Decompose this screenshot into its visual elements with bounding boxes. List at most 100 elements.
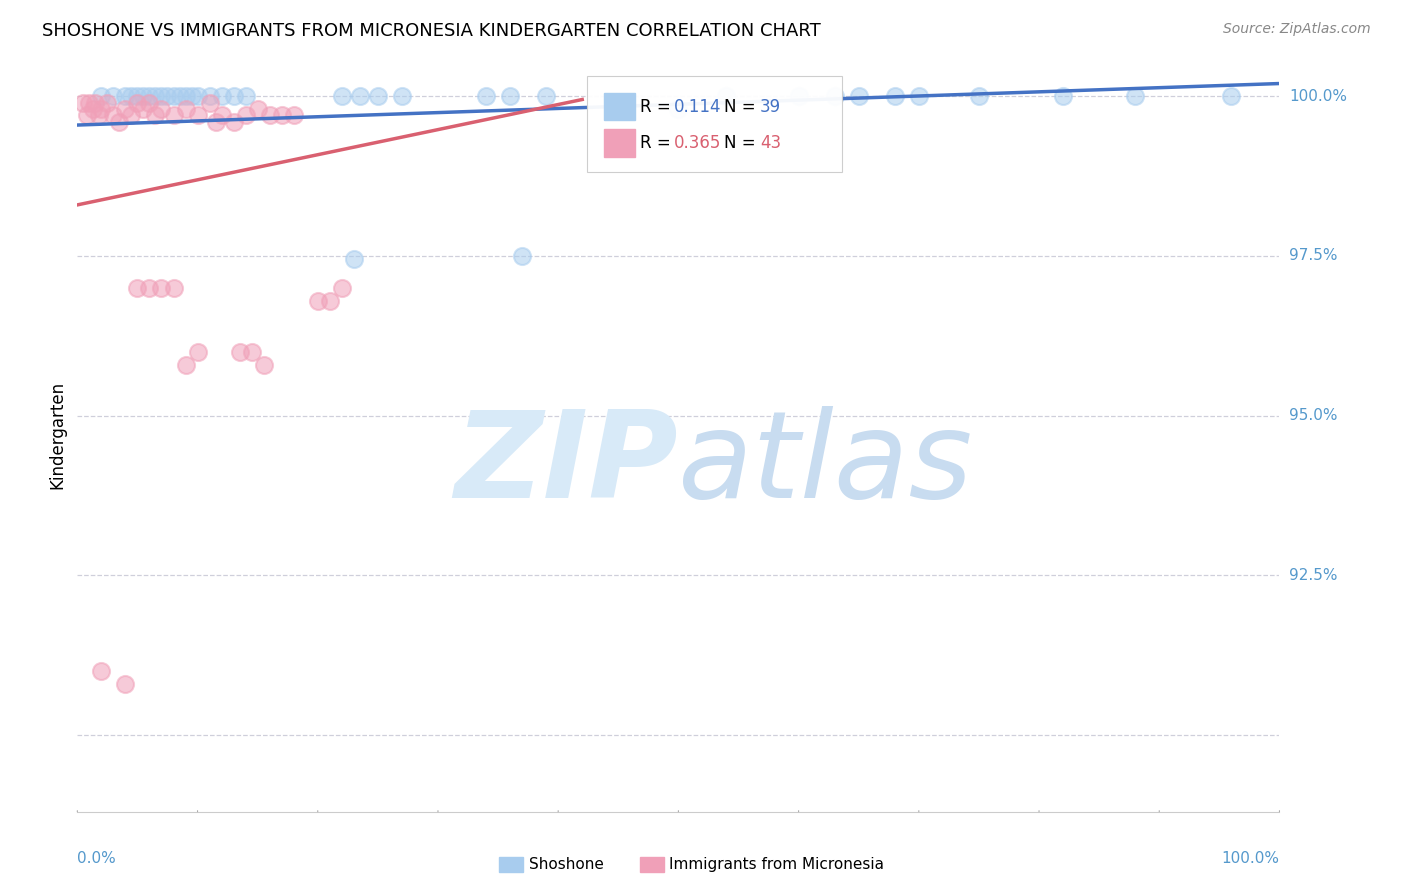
Point xyxy=(79,95,101,110)
Point xyxy=(253,358,276,372)
Point xyxy=(848,89,870,103)
Point xyxy=(103,108,125,122)
Text: 92.5%: 92.5% xyxy=(1289,568,1337,582)
Point xyxy=(475,89,498,103)
Point xyxy=(240,344,263,359)
Point xyxy=(499,89,522,103)
Point xyxy=(186,344,209,359)
Text: 97.5%: 97.5% xyxy=(1289,249,1337,263)
Point xyxy=(1220,89,1243,103)
Point xyxy=(174,102,197,116)
Point xyxy=(162,281,184,295)
Point xyxy=(138,281,160,295)
Point xyxy=(824,89,846,103)
Point xyxy=(120,89,142,103)
Point xyxy=(174,89,197,103)
Point xyxy=(307,293,329,308)
Text: 0.365: 0.365 xyxy=(673,134,721,152)
Point xyxy=(174,358,197,372)
Text: 39: 39 xyxy=(761,97,782,116)
Text: R =: R = xyxy=(640,97,676,116)
Text: Immigrants from Micronesia: Immigrants from Micronesia xyxy=(669,857,884,871)
Point xyxy=(90,102,112,116)
Point xyxy=(162,108,184,122)
Point xyxy=(211,108,233,122)
Point xyxy=(82,102,104,116)
Point xyxy=(349,89,371,103)
Point xyxy=(156,89,179,103)
Point xyxy=(132,89,155,103)
Point xyxy=(127,89,149,103)
Point xyxy=(716,89,738,103)
Point xyxy=(150,102,173,116)
Point xyxy=(235,89,257,103)
Point xyxy=(391,89,413,103)
Point xyxy=(150,281,173,295)
Point xyxy=(883,89,905,103)
Point xyxy=(222,115,245,129)
Point xyxy=(108,115,131,129)
Text: atlas: atlas xyxy=(679,407,974,524)
Point xyxy=(367,89,389,103)
Point xyxy=(76,108,98,122)
Point xyxy=(211,89,233,103)
Point xyxy=(150,89,173,103)
Text: R =: R = xyxy=(640,134,676,152)
Text: 43: 43 xyxy=(761,134,782,152)
Text: 95.0%: 95.0% xyxy=(1289,409,1337,423)
Text: 100.0%: 100.0% xyxy=(1222,851,1279,865)
Point xyxy=(235,108,257,122)
Point xyxy=(72,95,94,110)
Text: 100.0%: 100.0% xyxy=(1289,89,1347,103)
Text: ZIP: ZIP xyxy=(454,407,679,524)
Point xyxy=(319,293,342,308)
Point xyxy=(510,249,533,263)
Point xyxy=(180,89,202,103)
Point xyxy=(186,108,209,122)
Point xyxy=(186,89,209,103)
Point xyxy=(204,115,226,129)
Point xyxy=(343,252,366,267)
Point xyxy=(330,89,353,103)
Point xyxy=(162,89,184,103)
Point xyxy=(114,102,136,116)
Point xyxy=(90,664,112,678)
Point xyxy=(127,95,149,110)
Point xyxy=(198,95,221,110)
Point xyxy=(145,89,167,103)
Text: 0.114: 0.114 xyxy=(673,97,721,116)
Text: Shoshone: Shoshone xyxy=(529,857,603,871)
Point xyxy=(534,89,557,103)
Text: N =: N = xyxy=(724,97,761,116)
Point xyxy=(222,89,245,103)
Text: SHOSHONE VS IMMIGRANTS FROM MICRONESIA KINDERGARTEN CORRELATION CHART: SHOSHONE VS IMMIGRANTS FROM MICRONESIA K… xyxy=(42,22,821,40)
Text: 0.0%: 0.0% xyxy=(77,851,117,865)
Point xyxy=(87,108,110,122)
Point xyxy=(145,108,167,122)
Text: N =: N = xyxy=(724,134,761,152)
Point xyxy=(908,89,931,103)
Point xyxy=(228,344,250,359)
Point xyxy=(246,102,269,116)
Point xyxy=(787,89,810,103)
Point xyxy=(114,89,136,103)
Point xyxy=(283,108,305,122)
Point xyxy=(114,677,136,691)
Point xyxy=(96,95,118,110)
Point xyxy=(132,102,155,116)
Point xyxy=(127,281,149,295)
Point xyxy=(103,89,125,103)
Point xyxy=(1052,89,1074,103)
Point xyxy=(84,95,107,110)
Point xyxy=(138,95,160,110)
Point xyxy=(270,108,292,122)
Point xyxy=(668,102,690,116)
Point xyxy=(169,89,191,103)
Point xyxy=(198,89,221,103)
Point xyxy=(967,89,990,103)
Point xyxy=(330,281,353,295)
Point xyxy=(1123,89,1146,103)
Text: Source: ZipAtlas.com: Source: ZipAtlas.com xyxy=(1223,22,1371,37)
Point xyxy=(259,108,281,122)
Point xyxy=(90,89,112,103)
